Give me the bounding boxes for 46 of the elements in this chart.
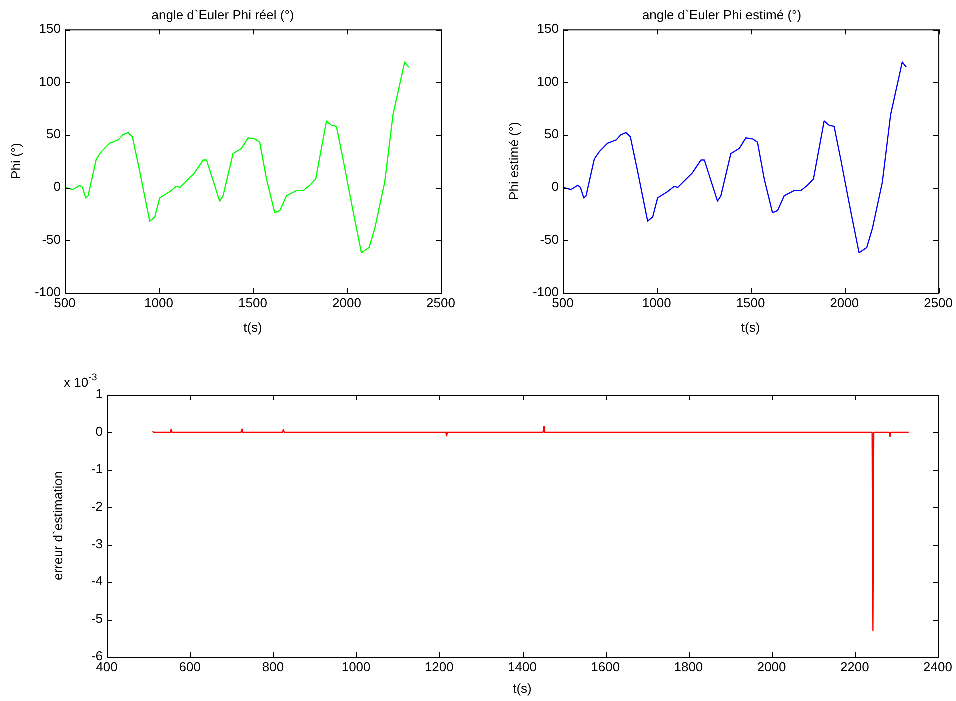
x-tick-label: 1000 (342, 659, 371, 674)
x-tick-label: 1600 (591, 659, 620, 674)
x-tick-label: 2000 (830, 295, 860, 310)
y-tick-label: 0 (552, 179, 559, 194)
y-tick-label: 0 (54, 179, 61, 194)
y-tick-label: 50 (544, 126, 559, 142)
y-tick-label: -50 (42, 232, 61, 247)
y-tick-label: -100 (532, 284, 559, 300)
y-axis-title: Phi (°) (8, 143, 24, 180)
y-tick-label: -4 (91, 574, 103, 589)
y-tick-label: -100 (34, 284, 61, 300)
x-tick-label: 1000 (642, 295, 672, 310)
x-tick-label: 1400 (508, 659, 537, 674)
y-axis-title: Phi estimé (°) (506, 122, 522, 200)
x-tick-label: 2200 (840, 659, 870, 674)
x-tick-label: 1500 (736, 295, 766, 310)
y-tick-label: 150 (537, 21, 559, 36)
x-tick-label: 1800 (674, 659, 704, 674)
x-axis-title: t(s) (244, 320, 262, 335)
y-tick-label: -2 (91, 498, 103, 514)
x-tick-label: 1500 (238, 295, 268, 310)
x-axis-title: t(s) (513, 680, 532, 696)
x-tick-label: 800 (262, 659, 284, 674)
chart-title: angle d`Euler Phi estimé (°) (642, 7, 802, 22)
y-tick-label: -6 (91, 648, 103, 664)
x-tick-label: 1200 (424, 659, 454, 674)
x-tick-label: 600 (179, 659, 201, 674)
x-tick-label: 2500 (924, 295, 953, 310)
y-tick-label: -5 (91, 611, 103, 626)
x-tick-label: 1000 (144, 295, 174, 310)
x-tick-label: 2400 (924, 659, 952, 674)
chart-title: angle d`Euler Phi réel (°) (152, 7, 294, 22)
y-tick-label: 1 (96, 386, 103, 402)
x-tick-label: 2500 (426, 295, 456, 310)
x-tick-label: 2000 (332, 295, 362, 310)
y-tick-label: 150 (39, 21, 61, 36)
y-axis-title: erreur d`estimation (50, 471, 66, 581)
y-tick-label: -1 (91, 461, 103, 476)
y-tick-label: 100 (537, 74, 559, 89)
y-tick-label: -3 (91, 536, 103, 552)
y-tick-label: -50 (540, 232, 559, 247)
x-axis-title: t(s) (741, 320, 760, 335)
y-tick-label: 100 (39, 74, 61, 89)
x-tick-label: 2000 (757, 659, 786, 674)
y-tick-label: 50 (46, 126, 61, 142)
y-tick-label: 0 (96, 424, 103, 440)
